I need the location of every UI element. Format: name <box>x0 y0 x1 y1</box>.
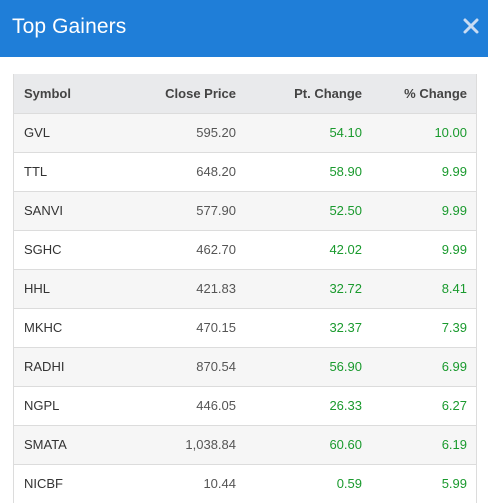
table-row[interactable]: SMATA 1,038.84 60.60 6.19 <box>14 425 476 464</box>
cell-pt-change: 32.37 <box>329 320 362 335</box>
cell-pct-change: 6.99 <box>441 359 467 374</box>
header-pct-change[interactable]: % Change <box>404 85 467 101</box>
table-row[interactable]: MKHC 470.15 32.37 7.39 <box>14 308 476 347</box>
modal-header: Top Gainers <box>0 0 488 57</box>
cell-pct-change: 9.99 <box>441 164 467 179</box>
cell-pt-change: 58.90 <box>329 164 362 179</box>
table-row[interactable]: SGHC 462.70 42.02 9.99 <box>14 230 476 269</box>
table-body: GVL 595.20 54.10 10.00 TTL 648.20 58.90 9.99 SAN… <box>14 113 476 503</box>
cell-symbol: MKHC <box>24 320 63 335</box>
header-symbol[interactable]: Symbol <box>24 85 71 101</box>
table-row[interactable]: HHL 421.83 32.72 8.41 <box>14 269 476 308</box>
table-row[interactable]: NGPL 446.05 26.33 6.27 <box>14 386 476 425</box>
cell-pt-change: 42.02 <box>329 242 362 257</box>
cell-pt-change: 26.33 <box>329 398 362 413</box>
cell-pct-change: 8.41 <box>441 281 467 296</box>
cell-pt-change: 60.60 <box>329 437 362 452</box>
table-row[interactable]: SANVI 577.90 52.50 9.99 <box>14 191 476 230</box>
table-row[interactable]: RADHI 870.54 56.90 6.99 <box>14 347 476 386</box>
gainers-table-container: Symbol Close Price Pt. Change % Change G… <box>13 74 477 503</box>
cell-symbol: NICBF <box>24 476 63 492</box>
cell-close-price: 470.15 <box>196 320 236 335</box>
cell-symbol: SMATA <box>24 437 67 452</box>
cell-close-price: 462.70 <box>196 242 236 257</box>
close-button[interactable] <box>462 17 480 35</box>
table-header-row: Symbol Close Price Pt. Change % Change <box>14 74 476 113</box>
cell-pct-change: 9.99 <box>441 242 467 257</box>
cell-symbol: TTL <box>24 164 48 179</box>
cell-symbol: SGHC <box>24 242 62 257</box>
table-row[interactable]: NICBF 10.44 0.59 5.99 <box>14 464 476 503</box>
gainers-table: Symbol Close Price Pt. Change % Change G… <box>14 74 476 503</box>
cell-pt-change: 54.10 <box>329 125 362 140</box>
cell-pct-change: 6.27 <box>441 398 467 413</box>
cell-close-price: 10.44 <box>203 476 236 492</box>
cell-close-price: 595.20 <box>196 125 236 140</box>
cell-pt-change: 56.90 <box>329 359 362 374</box>
header-close-price[interactable]: Close Price <box>165 85 236 101</box>
cell-symbol: SANVI <box>24 203 64 218</box>
cell-symbol: GVL <box>24 125 51 140</box>
cell-pct-change: 7.39 <box>441 320 467 335</box>
cell-close-price: 1,038.84 <box>185 437 236 452</box>
cell-pct-change: 9.99 <box>441 203 467 218</box>
header-pt-change[interactable]: Pt. Change <box>294 85 362 101</box>
cell-pct-change: 6.19 <box>441 437 467 452</box>
cell-symbol: NGPL <box>24 398 60 413</box>
cell-symbol: HHL <box>24 281 51 296</box>
cell-pct-change: 5.99 <box>441 476 467 492</box>
cell-close-price: 648.20 <box>196 164 236 179</box>
cell-pt-change: 52.50 <box>329 203 362 218</box>
cell-pt-change: 32.72 <box>329 281 362 296</box>
cell-close-price: 577.90 <box>196 203 236 218</box>
close-icon <box>463 18 479 34</box>
cell-close-price: 446.05 <box>196 398 236 413</box>
cell-pt-change: 0.59 <box>336 476 362 492</box>
cell-close-price: 870.54 <box>196 359 236 374</box>
cell-close-price: 421.83 <box>196 281 236 296</box>
table-row[interactable]: GVL 595.20 54.10 10.00 <box>14 113 476 152</box>
cell-symbol: RADHI <box>24 359 65 374</box>
table-row[interactable]: TTL 648.20 58.90 9.99 <box>14 152 476 191</box>
modal-title: Top Gainers <box>12 15 127 38</box>
cell-pct-change: 10.00 <box>434 125 467 140</box>
